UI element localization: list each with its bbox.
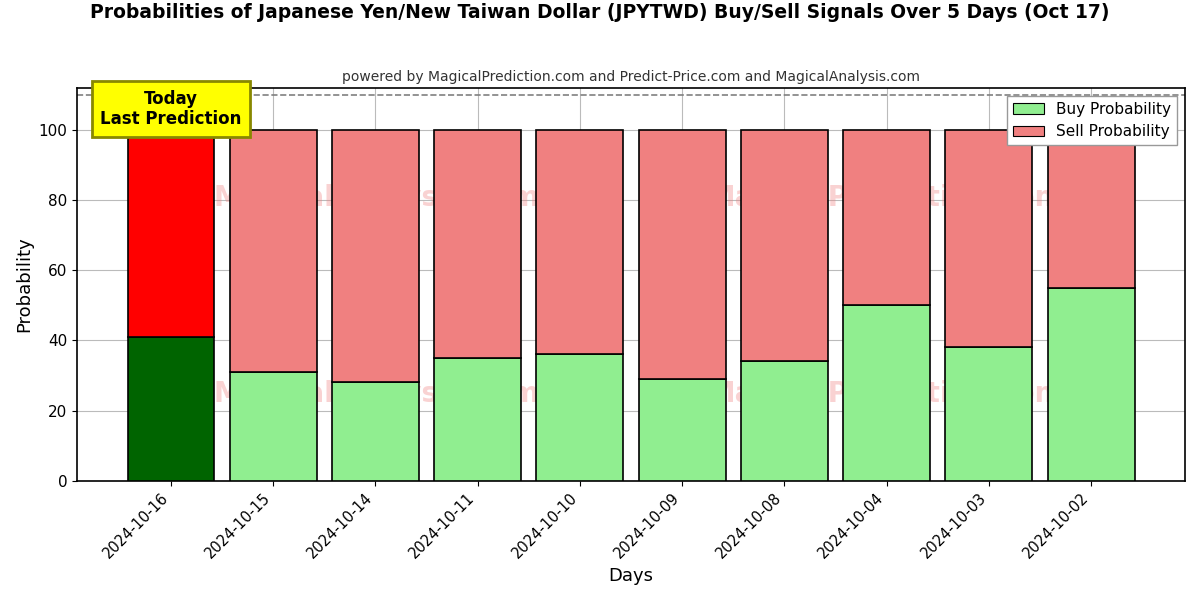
Bar xyxy=(229,372,317,481)
Bar xyxy=(127,337,215,481)
Text: Probabilities of Japanese Yen/New Taiwan Dollar (JPYTWD) Buy/Sell Signals Over 5: Probabilities of Japanese Yen/New Taiwan… xyxy=(90,3,1110,22)
Text: MagicalPrediction.com: MagicalPrediction.com xyxy=(708,184,1064,212)
Title: powered by MagicalPrediction.com and Predict-Price.com and MagicalAnalysis.com: powered by MagicalPrediction.com and Pre… xyxy=(342,70,920,84)
Bar xyxy=(844,305,930,481)
Bar xyxy=(638,130,726,379)
Bar xyxy=(740,130,828,361)
Bar xyxy=(434,358,521,481)
Bar xyxy=(946,347,1032,481)
Bar xyxy=(844,130,930,305)
Bar xyxy=(229,130,317,372)
Bar xyxy=(127,130,215,337)
Bar xyxy=(1048,130,1135,288)
Legend: Buy Probability, Sell Probability: Buy Probability, Sell Probability xyxy=(1007,95,1177,145)
Bar xyxy=(638,379,726,481)
Bar xyxy=(740,361,828,481)
Bar xyxy=(946,130,1032,347)
Text: MagicalPrediction.com: MagicalPrediction.com xyxy=(708,380,1064,408)
Text: Today
Last Prediction: Today Last Prediction xyxy=(101,89,241,128)
Text: MagicalAnalysis.com: MagicalAnalysis.com xyxy=(214,380,539,408)
Bar xyxy=(332,130,419,382)
X-axis label: Days: Days xyxy=(608,567,654,585)
Bar xyxy=(536,130,624,355)
Bar xyxy=(1048,288,1135,481)
Bar xyxy=(332,382,419,481)
Bar xyxy=(536,355,624,481)
Text: MagicalAnalysis.com: MagicalAnalysis.com xyxy=(214,184,539,212)
Y-axis label: Probability: Probability xyxy=(14,236,32,332)
Bar xyxy=(434,130,521,358)
